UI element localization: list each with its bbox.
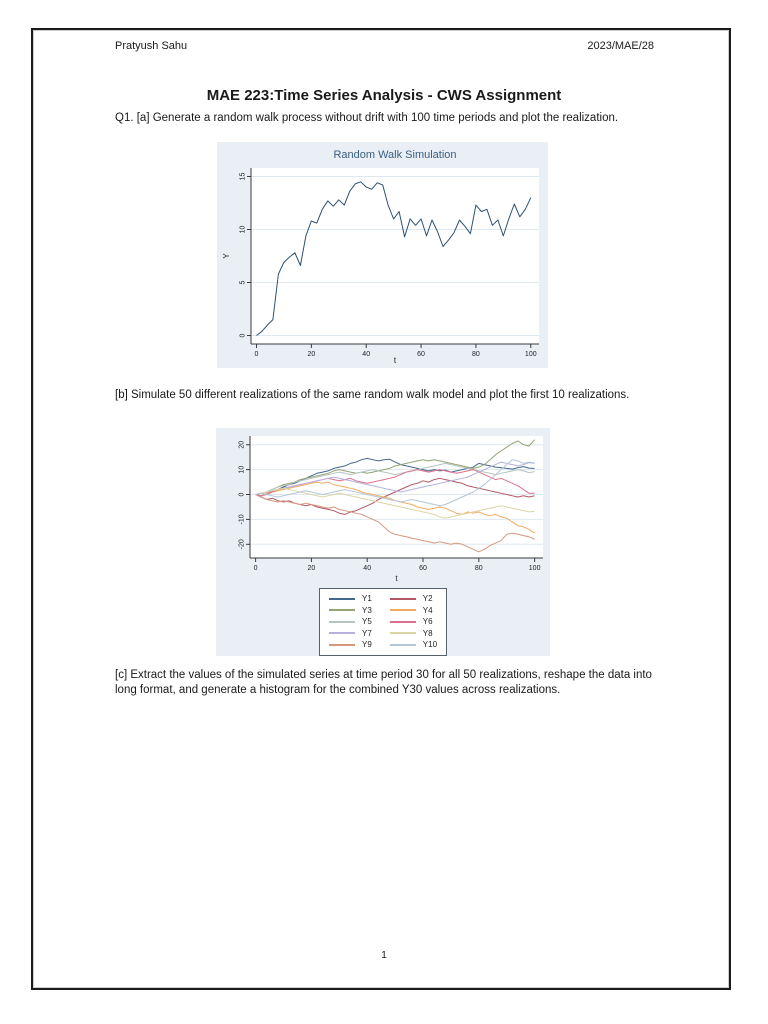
legend-line-swatch xyxy=(389,620,416,623)
svg-text:20: 20 xyxy=(307,565,315,572)
chart-legend: Y1 Y2 Y3 Y4 Y5 Y6 Y7 Y8 Y9 Y10 xyxy=(318,588,448,656)
svg-text:Y: Y xyxy=(222,253,231,259)
legend-label: Y6 xyxy=(422,617,433,627)
paragraph-q1a: Q1. [a] Generate a random walk process w… xyxy=(115,112,619,124)
legend-label: Y10 xyxy=(422,640,438,650)
svg-text:0: 0 xyxy=(255,351,259,358)
legend-label: Y9 xyxy=(361,640,372,650)
legend-line-swatch xyxy=(389,609,416,612)
svg-text:0: 0 xyxy=(240,333,247,337)
legend-item: Y7 xyxy=(328,628,372,640)
svg-text:0: 0 xyxy=(254,565,258,572)
svg-text:20: 20 xyxy=(307,351,315,358)
paragraph-q1c: [c] Extract the values of the simulated … xyxy=(115,669,652,696)
legend-line-swatch xyxy=(328,643,355,646)
legend-line-swatch xyxy=(389,632,416,635)
header-roll-number: 2023/MAE/28 xyxy=(587,40,654,52)
svg-text:20: 20 xyxy=(239,441,246,449)
svg-text:t: t xyxy=(394,356,397,365)
page-title: MAE 223:Time Series Analysis - CWS Assig… xyxy=(206,87,562,104)
legend-item: Y1 xyxy=(328,593,372,605)
legend-item: Y10 xyxy=(389,639,438,651)
legend-label: Y5 xyxy=(361,617,372,627)
svg-text:Random Walk Simulation: Random Walk Simulation xyxy=(333,149,456,161)
svg-text:-20: -20 xyxy=(239,539,246,549)
legend-label: Y7 xyxy=(361,628,372,638)
svg-text:0: 0 xyxy=(239,492,246,496)
legend-line-swatch xyxy=(328,632,355,635)
legend-item: Y2 xyxy=(389,593,437,605)
svg-text:100: 100 xyxy=(529,565,541,572)
svg-text:10: 10 xyxy=(239,466,246,474)
svg-text:5: 5 xyxy=(240,280,247,284)
legend-item: Y4 xyxy=(389,605,437,617)
svg-text:60: 60 xyxy=(419,565,427,572)
svg-text:10: 10 xyxy=(240,225,247,233)
random-walk-chart-figure: 0 5 10 15 0 20 40 60 80 100 Random Walk Simulation… xyxy=(217,142,548,368)
legend-label: Y4 xyxy=(422,605,433,615)
svg-text:40: 40 xyxy=(362,351,370,358)
svg-text:80: 80 xyxy=(475,565,483,572)
legend-line-swatch xyxy=(328,597,355,600)
paragraph-q1b: [b] Simulate 50 different realizations o… xyxy=(115,389,630,401)
svg-text:40: 40 xyxy=(363,565,371,572)
legend-label: Y2 xyxy=(422,594,433,604)
legend-item: Y9 xyxy=(328,639,372,651)
legend-item: Y5 xyxy=(328,616,372,628)
legend-label: Y8 xyxy=(422,628,433,638)
svg-text:15: 15 xyxy=(240,172,247,180)
legend-line-swatch xyxy=(389,597,416,600)
svg-text:100: 100 xyxy=(525,351,537,358)
legend-item: Y3 xyxy=(328,605,372,617)
legend-line-swatch xyxy=(328,609,355,612)
svg-text:-10: -10 xyxy=(239,514,246,524)
legend-label: Y1 xyxy=(361,594,372,604)
legend-line-swatch xyxy=(389,643,416,646)
legend-label: Y3 xyxy=(361,605,372,615)
legend-item: Y6 xyxy=(389,616,437,628)
legend-item: Y8 xyxy=(389,628,437,640)
legend-line-swatch xyxy=(328,620,355,623)
svg-text:80: 80 xyxy=(472,351,480,358)
header-author: Pratyush Sahu xyxy=(115,40,188,52)
svg-text:t: t xyxy=(395,574,398,583)
random-walk-chart: 0 5 10 15 0 20 40 60 80 100 Random Walk Simulation… xyxy=(222,149,539,365)
realizations-chart: -20 -10 0 10 20 0 20 40 60 80 100 t xyxy=(239,436,543,583)
page-number: 1 xyxy=(381,950,387,961)
realizations-chart-figure: -20 -10 0 10 20 0 20 40 60 80 100 t Y1 Y2 Y3 Y4 Y5 Y6 Y7 Y… xyxy=(216,428,550,656)
svg-text:60: 60 xyxy=(417,351,425,358)
